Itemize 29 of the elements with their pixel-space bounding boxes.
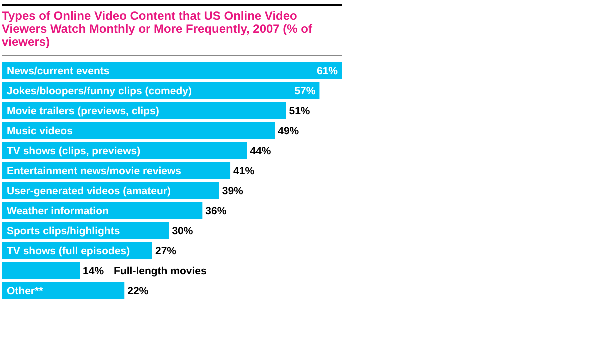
y-tick-label: TV shows (full episodes): [7, 246, 130, 258]
y-tick-label: Weather information: [7, 206, 109, 218]
data-label: 41%: [234, 166, 256, 178]
y-tick-label: Music videos: [7, 126, 74, 138]
y-tick-label: TV shows (clips, previews): [7, 146, 141, 158]
data-label: 39%: [222, 186, 244, 198]
y-tick-label: News/current events: [7, 66, 110, 78]
bar: [2, 262, 80, 279]
y-tick-label: Jokes/bloopers/funny clips (comedy): [7, 86, 192, 98]
y-tick-label: Movie trailers (previews, clips): [7, 106, 160, 118]
y-tick-label: Entertainment news/movie reviews: [7, 166, 182, 178]
y-tick-label: Sports clips/highlights: [7, 226, 120, 238]
data-label: 44%: [250, 146, 272, 158]
data-label: 27%: [155, 246, 178, 258]
y-tick-label: Full-length movies: [114, 266, 207, 278]
chart-title: Types of Online Video Content that US Online Video Viewers Watch Monthly or More Frequently, 2007 (% of viewers): [2, 9, 314, 49]
bar: [2, 282, 125, 299]
data-label: 49%: [278, 126, 300, 138]
data-label: 14%: [83, 266, 105, 278]
bar: [2, 122, 276, 139]
y-tick-label: User-generated videos (amateur): [7, 186, 171, 198]
data-label: 51%: [289, 106, 311, 118]
data-label: 61%: [316, 66, 339, 78]
y-tick-label: Other**: [7, 286, 44, 298]
data-label: 22%: [128, 286, 150, 298]
data-label: 57%: [294, 86, 316, 98]
data-label: 36%: [206, 206, 228, 218]
data-label: 30%: [172, 226, 194, 238]
bar: [2, 62, 342, 79]
